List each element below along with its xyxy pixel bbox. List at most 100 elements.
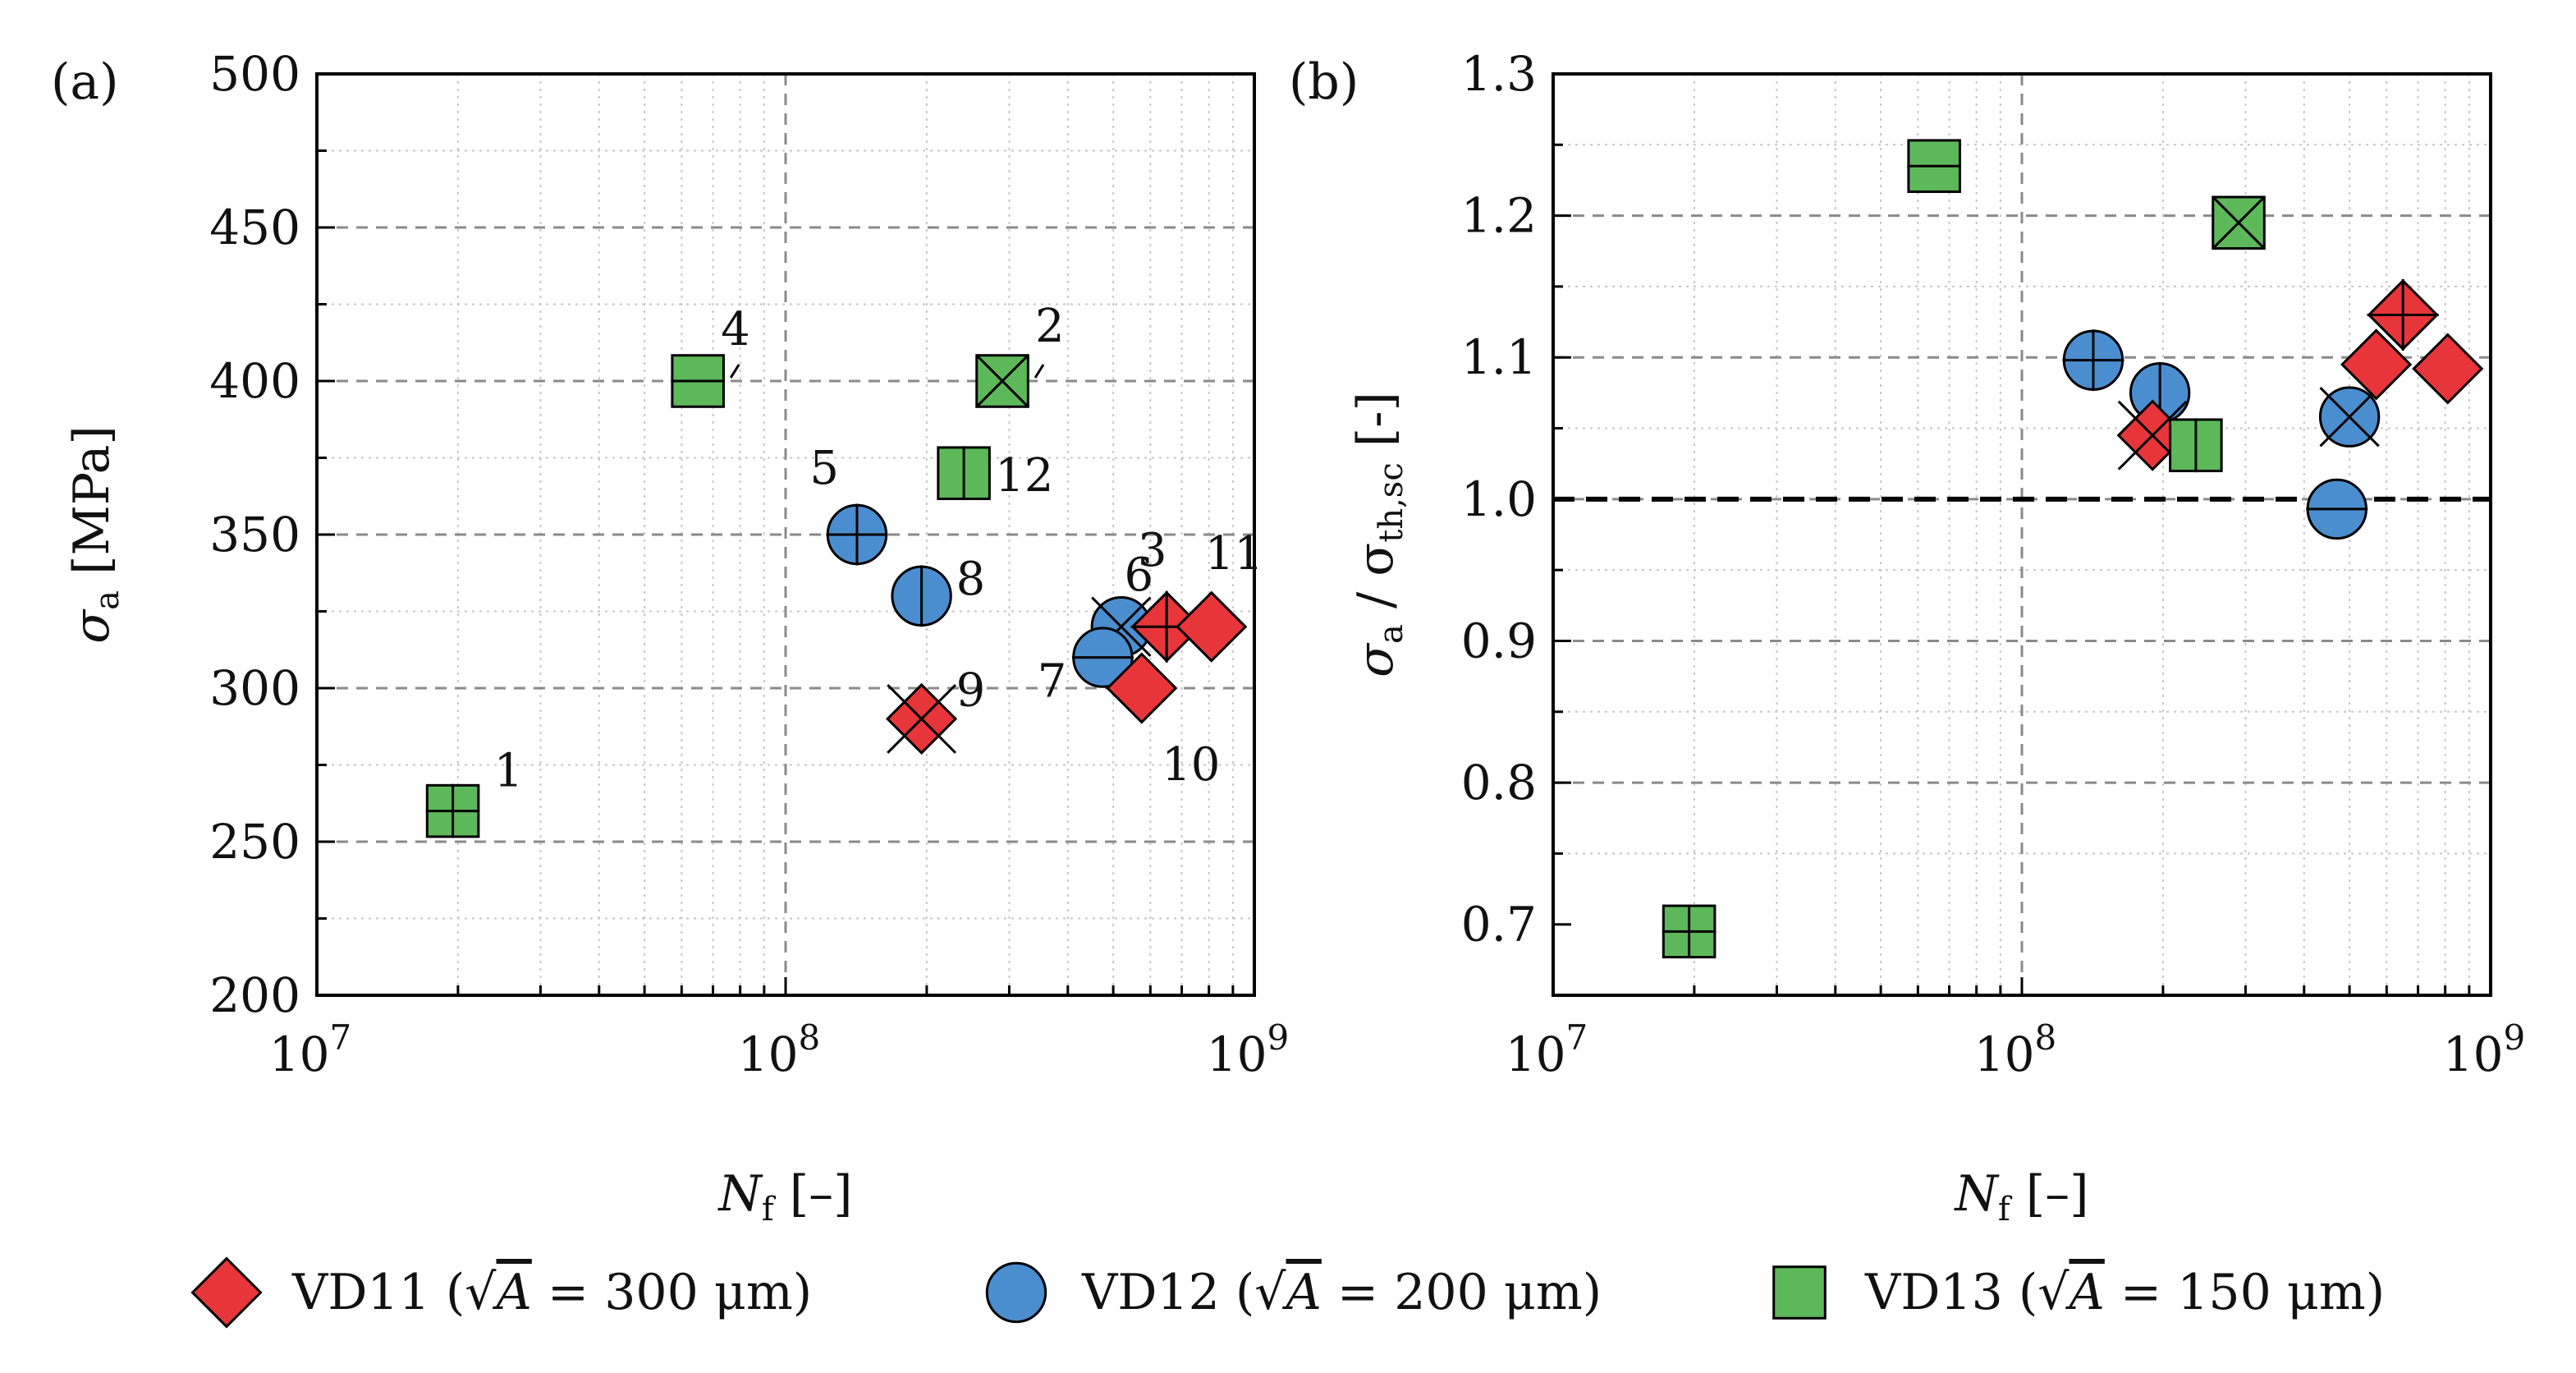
y-tick-label: 200 (209, 967, 300, 1023)
point-label-10: 10 (1162, 738, 1220, 792)
point-label-11: 11 (1205, 527, 1263, 581)
point-b-12 (2169, 418, 2223, 473)
y-tick-label: 500 (209, 46, 300, 102)
x-axis-title-rest-a: [–] (774, 1165, 853, 1223)
x-axis-title-b: Nf [–] (1953, 1165, 2088, 1228)
y-tick-label: 350 (209, 507, 300, 563)
point-a-8 (891, 565, 952, 627)
point-label-5: 5 (809, 442, 839, 495)
point-a-7 (1071, 627, 1134, 688)
y-tick-label: 300 (209, 660, 300, 716)
point-b-2-crossmark (2212, 195, 2266, 250)
legend-label-var: A (1282, 1264, 1322, 1321)
point-label-6: 6 (1125, 549, 1154, 602)
point-a-4 (671, 354, 726, 408)
legend-marker-vd11-shape (190, 1256, 263, 1329)
x-tick-label-exp: 7 (330, 1017, 352, 1058)
y-tick-label: 0.8 (1461, 755, 1537, 810)
x-tick-label-base: 10 (1974, 1026, 2035, 1082)
x-axis-title-main-a: N (717, 1165, 763, 1223)
legend-label-sqrt: √ (465, 1264, 497, 1321)
x-axis-title-a: Nf [–] (717, 1165, 852, 1228)
legend-label-var: A (2065, 1264, 2105, 1321)
legend: VD11 (√A = 300 μm) VD12 (√A = 200 μm) VD13… (190, 1256, 2385, 1329)
point-b-3 (2318, 386, 2381, 448)
point-label-9: 9 (956, 664, 986, 717)
y-tick-label: 1.1 (1461, 329, 1537, 385)
point-a-11-shape (1176, 590, 1248, 663)
y-axis-title-sub-a: a (89, 590, 126, 610)
legend-label-vd12: VD12 (√A = 200 μm) (1081, 1264, 1602, 1321)
y-tick-label: 1.3 (1461, 46, 1537, 102)
point-b-5 (2062, 329, 2125, 392)
x-tick-label-base: 10 (269, 1026, 330, 1082)
points-b (1662, 139, 2484, 959)
y-axis-title-sub2-b: th,sc (1373, 462, 1410, 542)
legend-marker-vd12-shape (985, 1261, 1047, 1324)
point-b-4 (1907, 139, 1962, 193)
point-b-11-shape (2412, 333, 2484, 405)
point-label-4: 4 (721, 303, 750, 356)
point-label-12: 12 (995, 449, 1053, 503)
point-b-10-shape (2340, 328, 2413, 401)
points-a (425, 354, 1248, 838)
point-b-1 (1662, 904, 1717, 959)
point-label-leader-4 (729, 364, 740, 379)
point-label-3: 3 (1138, 524, 1167, 577)
x-tick-label-base: 10 (1207, 1026, 1267, 1082)
x-tick-label-base: 10 (1506, 1026, 1566, 1082)
y-axis-title-mid-b: / σ (1347, 543, 1405, 624)
x-tick-label: 108 (1974, 1017, 2057, 1082)
x-axis-title-sub-b: f (1998, 1191, 2013, 1228)
point-label-leader-2 (1034, 364, 1045, 379)
point-label-1: 1 (494, 745, 524, 798)
x-tick-label-exp: 8 (2035, 1017, 2057, 1058)
legend-marker-vd11 (190, 1256, 263, 1329)
y-axis-title-b: σa / σth,sc [-] (1347, 392, 1410, 677)
x-tick-label-exp: 8 (799, 1017, 821, 1058)
point-label-7: 7 (1038, 655, 1067, 709)
y-axis-title-rest-b: [-] (1347, 392, 1405, 462)
y-axis-title-a: σa [MPa] (63, 425, 126, 644)
x-tick-label-base: 10 (2443, 1026, 2504, 1082)
point-a-9 (886, 682, 958, 755)
y-axis-title-main-b: σ (1347, 642, 1405, 677)
legend-label-pre: VD12 ( (1081, 1264, 1254, 1321)
panel-label-b: (b) (1289, 53, 1359, 111)
point-a-2 (975, 354, 1029, 408)
panel-label-a: (a) (51, 53, 119, 111)
legend-label-vd13: VD13 (√A = 150 μm) (1864, 1264, 2385, 1321)
x-tick-label: 107 (1506, 1017, 1588, 1082)
y-tick-label: 1.0 (1461, 471, 1537, 527)
x-tick-label: 107 (269, 1017, 352, 1082)
x-tick-label: 109 (2443, 1017, 2526, 1082)
point-label-8: 8 (956, 553, 986, 606)
x-tick-label: 109 (1207, 1017, 1290, 1082)
x-tick-label: 108 (738, 1017, 821, 1082)
point-a-5 (826, 503, 888, 566)
legend-label-post: = 150 μm) (2105, 1264, 2385, 1321)
point-b-7 (2306, 478, 2368, 540)
legend-label-sqrt: √ (2037, 1264, 2070, 1321)
point-a-11 (1176, 590, 1248, 663)
legend-marker-vd13-shape (1772, 1265, 1827, 1320)
x-axis-title-sub-a: f (762, 1191, 777, 1228)
point-label-2: 2 (1035, 300, 1065, 353)
y-tick-label: 450 (209, 200, 300, 255)
y-axis-title-sub-b: a (1373, 624, 1410, 644)
y-tick-label: 400 (209, 353, 300, 409)
point-a-10 (1106, 652, 1178, 724)
legend-label-pre: VD13 ( (1864, 1264, 2037, 1321)
point-b-11 (2412, 333, 2484, 405)
x-tick-label-exp: 9 (1267, 1017, 1290, 1058)
point-a-12 (937, 446, 991, 501)
point-b-6 (2367, 278, 2439, 351)
y-tick-label: 1.2 (1461, 188, 1537, 244)
point-a-1 (425, 783, 480, 838)
legend-marker-vd12 (985, 1261, 1047, 1324)
